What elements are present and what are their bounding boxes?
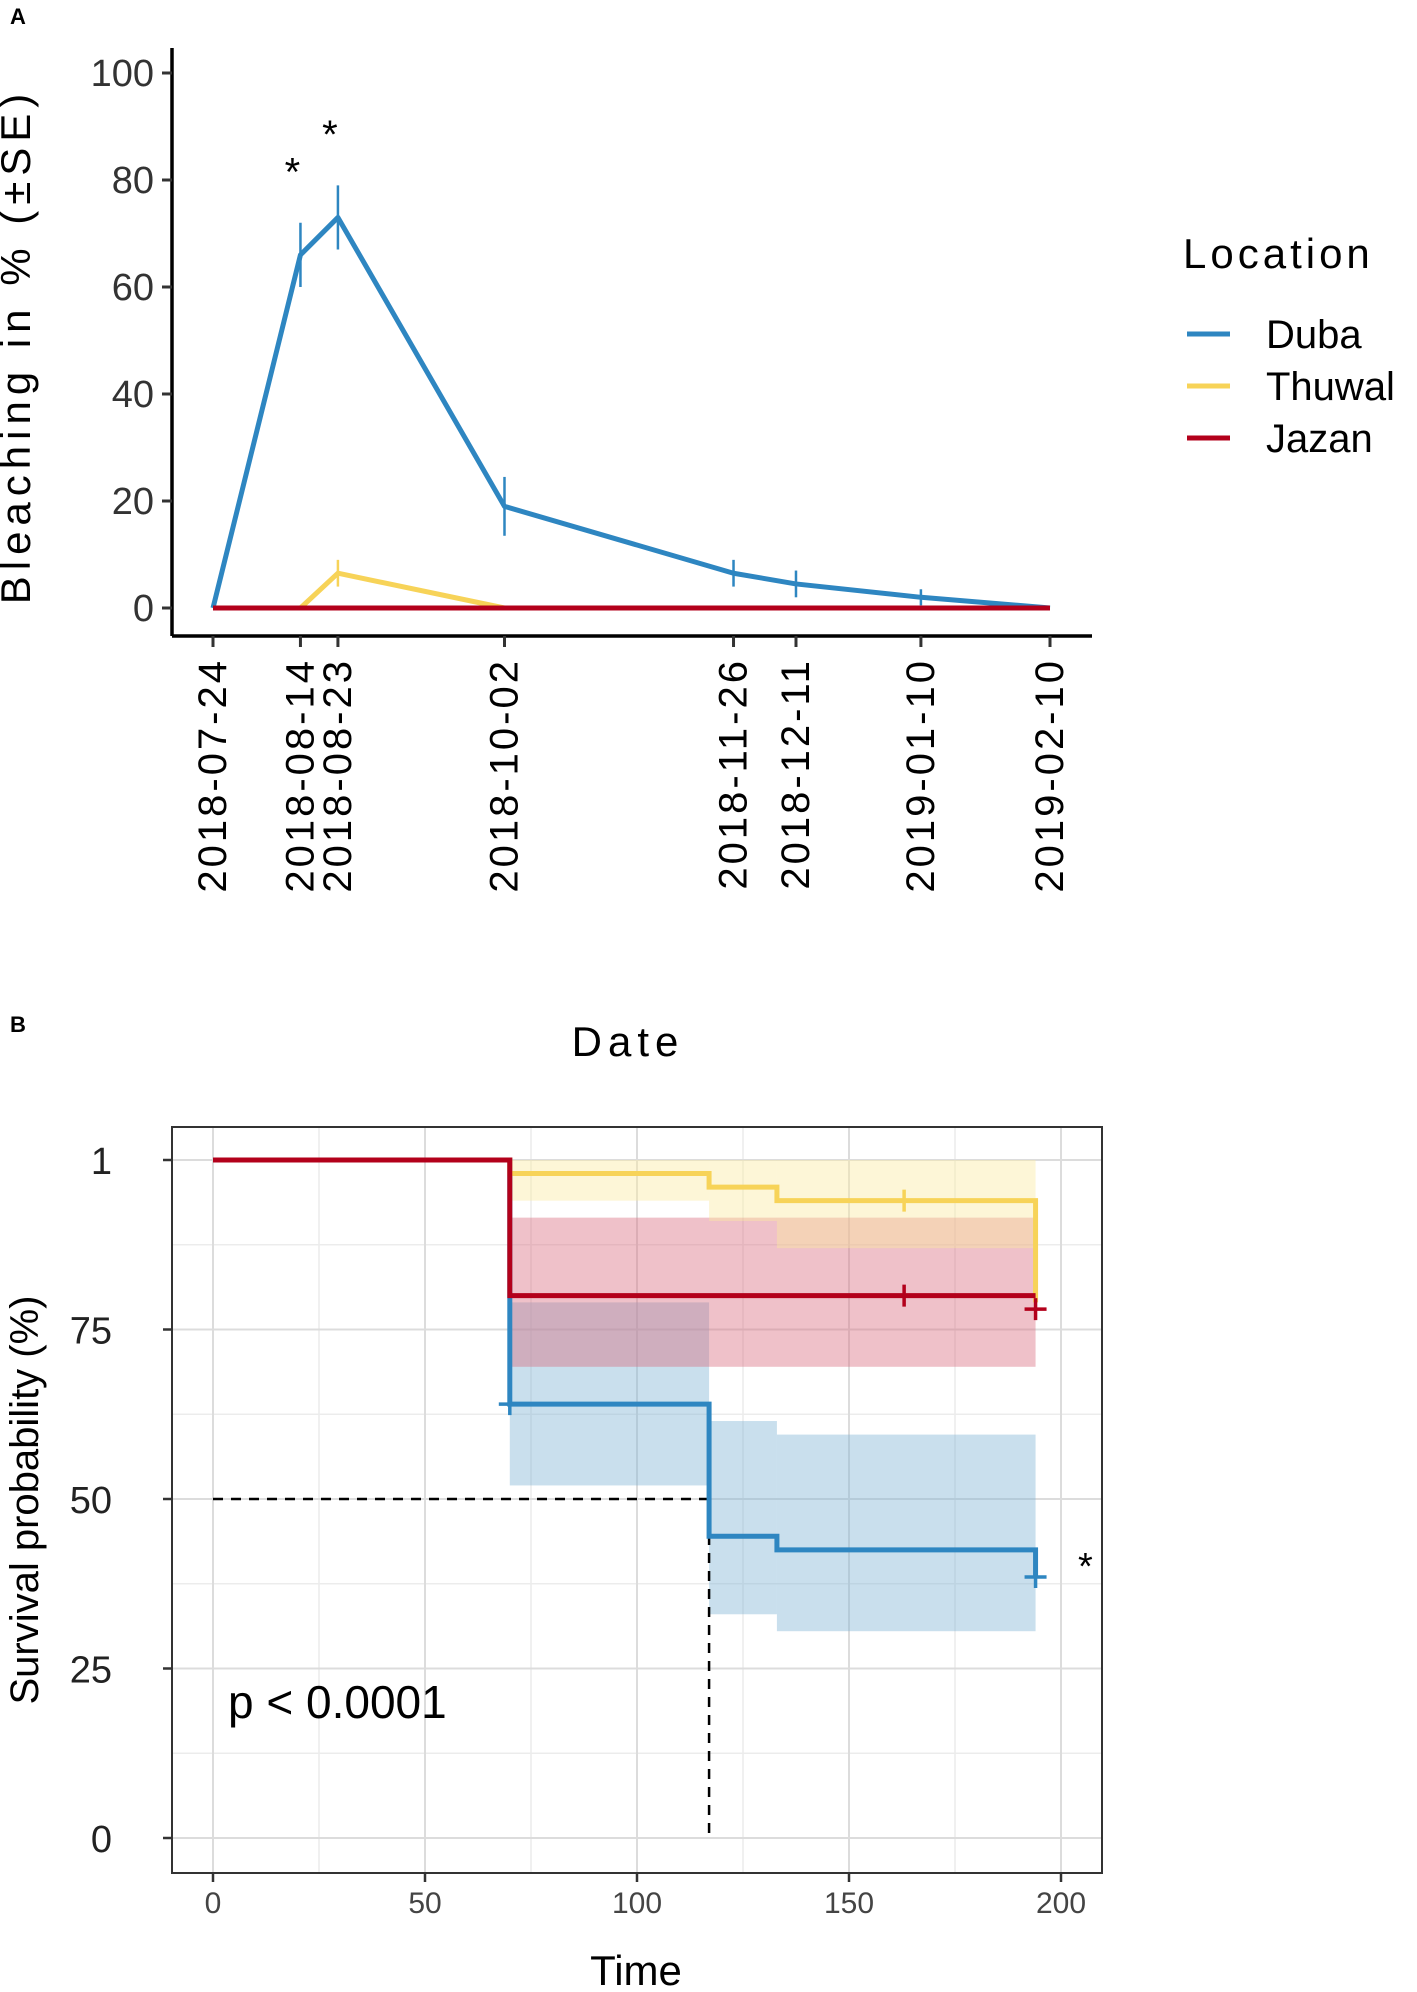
panel-b-plot: * 0 25 50 75 1 0 50 100 150 200 [70, 1126, 1103, 1920]
panel-a-x-tick-label: 2018-07-24 [191, 658, 235, 893]
survival-curve-jazan [213, 1157, 1036, 1299]
panel-a-x-axis-label: Date [572, 1018, 685, 1065]
ci-band-duba [776, 1434, 1036, 1632]
panel-a-x-tick-label: 2018-08-23 [316, 658, 360, 893]
significance-asterisk: * [322, 113, 338, 157]
censor-mark-jazan [893, 1284, 916, 1307]
censor-mark-duba [1024, 1565, 1047, 1588]
panel-b-y-tick-label: 75 [70, 1311, 112, 1353]
ci-band-duba [709, 1421, 777, 1615]
panel-b-x-tick-label: 150 [824, 1887, 874, 1920]
panel-b-y-tick-label: 50 [70, 1480, 112, 1522]
censor-mark-jazan [1024, 1298, 1047, 1321]
panel-a-y-tick-label: 20 [112, 481, 154, 523]
panel-a-y-tick-label: 60 [112, 267, 154, 309]
legend-label-jazan: Jazan [1266, 417, 1373, 461]
p-value: p < 0.0001 [228, 1676, 447, 1728]
ci-band-thuwal [709, 1160, 777, 1222]
panel-a-x-tick-label: 2018-11-26 [712, 658, 756, 890]
censor-mark-duba [498, 1393, 521, 1416]
legend: Duba Thuwal Jazan [1187, 313, 1395, 461]
panel-b-x-tick-label: 200 [1036, 1887, 1086, 1920]
panel-b-x-tick-label: 100 [612, 1887, 662, 1920]
panel-a-x-tick-label: 2019-02-10 [1028, 658, 1072, 893]
panel-a-x-tick-label: 2018-10-02 [482, 658, 526, 893]
panel-a-y-tick-label: 80 [112, 160, 154, 202]
ci-band-thuwal [776, 1160, 1036, 1249]
panel-a-x-tick-label: 2018-08-14 [278, 658, 322, 893]
panel-b-label: B [10, 1012, 26, 1037]
panel-b-x-tick-label: 0 [205, 1887, 222, 1920]
significance-asterisk: * [1078, 1546, 1093, 1588]
panel-b-y-tick-label: 0 [91, 1819, 112, 1861]
ci-band-thuwal [509, 1160, 710, 1201]
ci-band-jazan [509, 1217, 1036, 1367]
panel-b-x-tick-label: 50 [408, 1887, 441, 1920]
legend-title: Location [1183, 230, 1374, 277]
panel-a-plot: 0 20 40 60 80 100 2018-07-24 2018-08-142018-08-… [91, 48, 1092, 893]
legend-label-duba: Duba [1266, 313, 1362, 357]
panel-a-y-tick-label: 40 [112, 374, 154, 416]
series-line-duba [210, 214, 1051, 611]
panel-a-y-axis-label: Bleaching in % (±SE) [0, 88, 39, 605]
panel-a-x-tick-label: 2018-12-11 [774, 658, 818, 890]
panel-b-y-axis-label: Survival probability (%) [3, 1295, 47, 1704]
panel-b-x-axis-label: Time [590, 1947, 682, 1992]
panel-a-y-tick-label: 100 [91, 53, 154, 95]
legend-label-thuwal: Thuwal [1266, 365, 1395, 409]
panel-a-y-tick-label: 0 [133, 588, 154, 630]
ci-band-duba [509, 1302, 710, 1486]
panel-b-y-tick-label: 1 [91, 1141, 112, 1183]
panel-b-y-tick-label: 25 [70, 1650, 112, 1692]
censor-mark-thuwal [893, 1189, 916, 1212]
panel-a-x-tick-label: 2019-01-10 [899, 658, 943, 893]
panel-a-label: A [10, 4, 26, 29]
significance-asterisk: * [285, 150, 301, 194]
